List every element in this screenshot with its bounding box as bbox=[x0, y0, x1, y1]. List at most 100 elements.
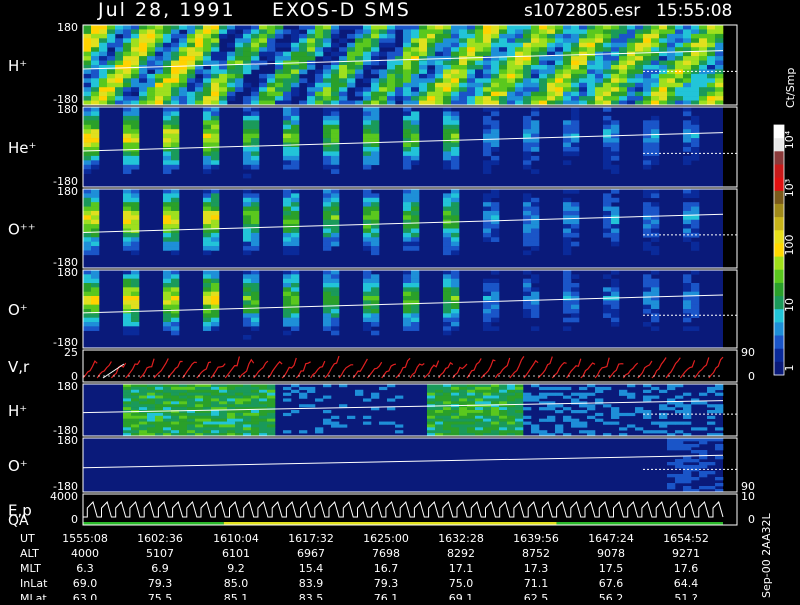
panel-0-cell bbox=[715, 29, 724, 35]
panel-1-cell bbox=[243, 151, 252, 157]
panel-0-cell bbox=[531, 91, 540, 97]
panel-2-cell bbox=[571, 232, 580, 238]
panel-0-cell bbox=[627, 60, 636, 66]
panel-2-cell bbox=[603, 202, 612, 207]
panel-0-cell bbox=[587, 47, 596, 52]
panel-0-cell bbox=[147, 51, 156, 57]
panel-0-cell bbox=[467, 96, 476, 101]
panel-0-cell bbox=[323, 69, 332, 75]
panel-3-cell bbox=[563, 291, 572, 297]
panel-1-cell bbox=[563, 124, 572, 130]
panel-0-cell bbox=[163, 29, 172, 35]
panel-3-cell bbox=[603, 309, 612, 314]
panel-0-cell bbox=[643, 33, 652, 39]
panel-2-cell bbox=[91, 224, 100, 229]
panel-0-cell bbox=[459, 29, 468, 35]
panel-0-cell bbox=[387, 38, 396, 44]
panel-0-cell bbox=[355, 25, 364, 30]
panel-0-cell bbox=[587, 87, 596, 92]
panel-0-cell bbox=[139, 87, 148, 92]
panel-0-cell bbox=[139, 96, 148, 101]
panel-1-cell bbox=[603, 124, 612, 130]
panel-3-cell bbox=[643, 309, 652, 314]
panel-0-cell bbox=[131, 73, 140, 79]
panel-2-cell bbox=[691, 189, 700, 194]
panel-2-cell bbox=[643, 215, 652, 221]
panel-2-cell bbox=[171, 202, 180, 207]
panel-0-cell bbox=[147, 38, 156, 44]
panel-5-cell bbox=[147, 418, 156, 422]
panel-1-cell bbox=[91, 142, 100, 148]
panel-5-cell bbox=[515, 430, 524, 434]
panel-5-cell bbox=[475, 389, 484, 393]
panel-5-cell bbox=[131, 430, 140, 434]
panel-0-cell bbox=[659, 87, 668, 92]
panel-1-cell bbox=[643, 160, 652, 166]
panel-5-cell bbox=[435, 392, 444, 396]
panel-2-cell bbox=[91, 246, 100, 251]
panel-3-cell bbox=[403, 322, 412, 327]
panel-5-cell bbox=[235, 386, 244, 391]
panel-3-cell bbox=[363, 278, 372, 284]
panel-0-cell bbox=[379, 87, 388, 92]
panel-3-cell bbox=[251, 270, 260, 275]
panel-0-cell bbox=[619, 87, 628, 92]
panel-0-cell bbox=[587, 78, 596, 84]
panel-5-cell bbox=[635, 410, 644, 414]
panel-5-cell bbox=[691, 398, 700, 402]
panel-5-cell bbox=[467, 395, 476, 399]
panel-0-cell bbox=[403, 78, 412, 84]
panel-5-cell bbox=[195, 392, 204, 396]
panel-0-cell bbox=[403, 38, 412, 44]
panel-0-cell bbox=[571, 56, 580, 61]
panel-5-cell bbox=[515, 424, 524, 428]
panel-0-ylabel: H⁺ bbox=[8, 57, 27, 75]
panel-5-cell bbox=[251, 430, 260, 434]
panel-5-cell bbox=[483, 412, 492, 417]
panel-5-cell bbox=[427, 427, 436, 431]
panel-0-cell bbox=[507, 38, 516, 44]
panel-0-cell bbox=[347, 42, 356, 48]
panel-1-cell bbox=[123, 142, 132, 148]
panel-1-cell bbox=[363, 115, 372, 121]
panel-6-ytick-bottom: -180 bbox=[53, 480, 78, 493]
panel-5-cell bbox=[667, 421, 676, 425]
panel-3-cell bbox=[163, 274, 172, 279]
panel-1-cell bbox=[411, 115, 420, 121]
panel-0-cell bbox=[675, 73, 684, 79]
panel-1-cell bbox=[331, 111, 340, 117]
panel-0-cell bbox=[547, 33, 556, 39]
panel-2-cell bbox=[291, 241, 300, 247]
panel-1-cell bbox=[211, 129, 220, 134]
panel-3-cell bbox=[243, 296, 252, 301]
panel-2-cell bbox=[83, 228, 92, 234]
panel-0-cell bbox=[571, 96, 580, 101]
panel-0-cell bbox=[427, 60, 436, 66]
panel-3-cell bbox=[203, 317, 212, 323]
panel-0-cell bbox=[483, 60, 492, 66]
panel-2-cell bbox=[483, 232, 492, 238]
panel-1-cell bbox=[91, 120, 100, 126]
panel-5-cell bbox=[211, 433, 220, 437]
panel-0-cell bbox=[515, 51, 524, 57]
panel-0-cell bbox=[507, 51, 516, 57]
panel-4-series-r bbox=[139, 358, 155, 379]
panel-0-cell bbox=[683, 73, 692, 79]
panel-0-cell bbox=[419, 65, 428, 70]
panel-2-cell bbox=[131, 250, 140, 256]
table-cell: 75.0 bbox=[449, 577, 474, 590]
panel-3-cell bbox=[123, 291, 132, 297]
panel-0-cell bbox=[603, 69, 612, 75]
panel-0-cell bbox=[371, 33, 380, 39]
panel-3-cell bbox=[203, 326, 212, 331]
panel-0-cell bbox=[131, 96, 140, 101]
panel-1-cell bbox=[123, 115, 132, 121]
panel-5-cell bbox=[235, 412, 244, 417]
panel-0-cell bbox=[315, 73, 324, 79]
colorbar-segment bbox=[774, 190, 784, 205]
panel-0-cell bbox=[267, 96, 276, 101]
panel-3-cell bbox=[451, 278, 460, 284]
panel-5-cell bbox=[451, 418, 460, 422]
panel-5-cell bbox=[179, 395, 188, 399]
panel-3-cell bbox=[83, 309, 92, 314]
